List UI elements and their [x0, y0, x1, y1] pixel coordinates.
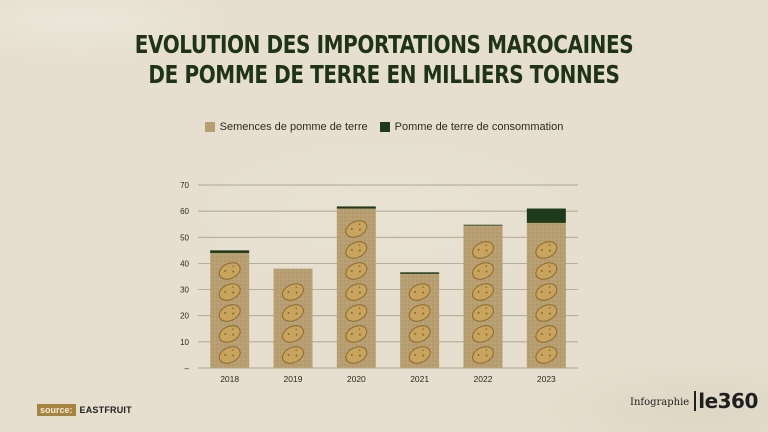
potato-icon: [282, 283, 304, 301]
bar-consumption: [400, 272, 440, 274]
potato-icon: [535, 283, 558, 301]
potato-icon: [535, 262, 558, 280]
x-tick-label: 2021: [410, 374, 429, 384]
legend-swatch-seed: [204, 122, 215, 132]
legend-item-seed: Semences de pomme de terre: [204, 121, 368, 133]
potato-icon: [472, 262, 494, 280]
potato-icon: [472, 325, 494, 343]
legend-label-seed: Semences de pomme de terre: [219, 121, 368, 133]
x-tick-label: 2020: [347, 374, 366, 384]
legend-label-consumption: Pomme de terre de consommation: [394, 121, 564, 133]
bar-consumption: [463, 224, 503, 226]
title-line-2: DE POMME DE TERRE EN MILLIERS TONNES: [148, 60, 620, 89]
y-tick-label: 10: [180, 338, 189, 347]
potato-icon: [535, 241, 558, 259]
y-tick-label: 60: [180, 207, 189, 216]
potato-icon: [472, 304, 494, 322]
credit-label: Infographie: [630, 397, 690, 408]
potato-icon: [408, 304, 431, 322]
potato-icon: [472, 241, 494, 259]
potato-icon: [535, 325, 558, 343]
potato-icon: [345, 304, 368, 322]
title-line-1: EVOLUTION DES IMPORTATIONS MAROCAINES: [134, 30, 634, 59]
potato-icon: [472, 346, 494, 364]
bar-consumption: [336, 206, 376, 209]
potato-icon: [408, 283, 431, 301]
potato-icon: [408, 325, 431, 343]
potato-icon: [408, 346, 431, 364]
legend: Semences de pomme de terre Pomme de terr…: [0, 121, 768, 133]
potato-icon: [345, 325, 368, 343]
source: source: EASTFRUIT: [37, 404, 132, 416]
potato-icon: [218, 346, 241, 364]
potato-icon: [345, 241, 368, 259]
bar-consumption: [210, 250, 250, 253]
potato-icon: [218, 304, 241, 322]
x-tick-label: 2018: [220, 374, 239, 384]
bar-consumption: [526, 208, 566, 223]
source-value: EASTFRUIT: [79, 405, 132, 415]
y-tick-label: 70: [180, 181, 189, 190]
y-tick-label: 30: [180, 286, 189, 295]
y-tick-label: –: [185, 364, 190, 373]
y-tick-label: 20: [180, 312, 189, 321]
potato-icon: [282, 346, 304, 364]
potato-icon: [282, 304, 304, 322]
potato-icon: [472, 283, 494, 301]
potato-icon: [535, 346, 558, 364]
potato-icon: [218, 262, 241, 280]
legend-swatch-consumption: [379, 122, 390, 132]
credit: Infographie le360: [630, 391, 758, 411]
potato-icon: [345, 220, 368, 238]
potato-icon: [282, 325, 304, 343]
potato-icon: [218, 325, 241, 343]
brand-logo: le360: [694, 391, 758, 411]
potato-icon: [535, 304, 558, 322]
potato-icon: [345, 346, 368, 364]
legend-item-consumption: Pomme de terre de consommation: [379, 121, 564, 133]
potato-icon: [345, 283, 368, 301]
chart-title: EVOLUTION DES IMPORTATIONS MAROCAINES DE…: [77, 30, 691, 90]
x-tick-label: 2022: [474, 374, 493, 384]
y-tick-label: 50: [180, 233, 189, 242]
x-tick-label: 2023: [537, 374, 556, 384]
source-label: source:: [37, 404, 76, 416]
x-tick-label: 2019: [284, 374, 303, 384]
potato-icon: [345, 262, 368, 280]
potato-icon: [218, 283, 241, 301]
y-tick-label: 40: [180, 259, 189, 268]
